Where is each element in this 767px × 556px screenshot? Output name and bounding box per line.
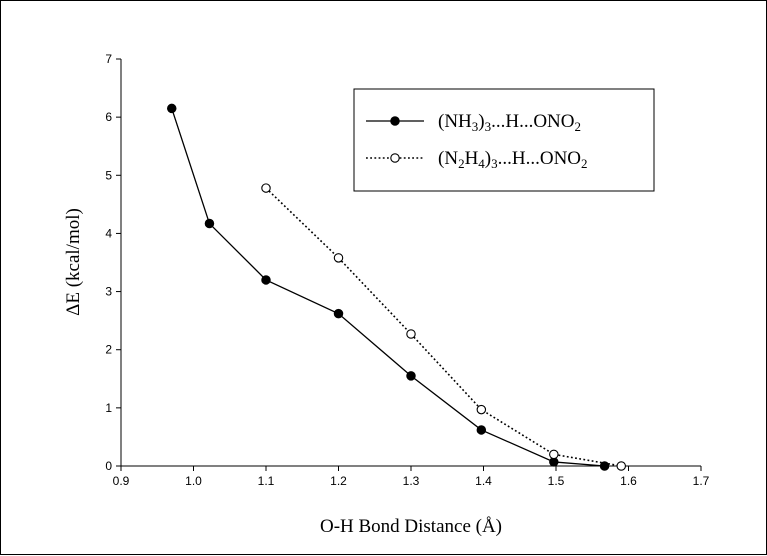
y-tick-label: 4 <box>105 226 112 240</box>
x-tick-label: 0.9 <box>113 474 130 488</box>
series-1-point <box>167 103 177 114</box>
series-1-point <box>406 371 416 381</box>
axes: 0.9 1.0 1.1 1.2 1.3 1.4 1.5 1.6 1.7 0 1 2 3 4 5 6 7 <box>105 52 709 488</box>
y-axis-title: ΔE (kcal/mol) <box>63 208 84 316</box>
series-1-line <box>171 108 605 467</box>
x-tick-label: 1.4 <box>475 474 492 488</box>
series-2-point <box>333 253 344 263</box>
series-1-point <box>204 218 215 229</box>
series-2-point <box>616 461 626 471</box>
x-tick-label: 1.2 <box>330 474 347 488</box>
legend-marker-2 <box>390 153 400 163</box>
y-tick-label: 1 <box>105 401 112 415</box>
series-1-point <box>599 461 610 471</box>
legend-label-1: (NH3)3...H...ONO2 <box>438 111 581 134</box>
x-tick-label: 1.7 <box>693 474 710 488</box>
series-2-point <box>406 329 416 339</box>
x-tick-label: 1.0 <box>185 474 202 488</box>
series-1-point <box>333 308 344 319</box>
legend-label-2: (N2H4)3...H...ONO2 <box>438 148 588 171</box>
series-2-point <box>476 404 487 415</box>
x-tick-label: 1.1 <box>258 474 275 488</box>
y-tick-label: 5 <box>105 168 112 182</box>
legend-box <box>353 88 655 192</box>
y-tick-label: 2 <box>105 343 112 357</box>
y-tick-label: 0 <box>105 459 112 473</box>
y-tick-label: 3 <box>105 285 112 299</box>
series-2-point <box>549 449 559 460</box>
series-2-line <box>265 187 622 467</box>
series-2-point <box>261 183 271 193</box>
x-tick-label: 1.3 <box>403 474 420 488</box>
y-tick-label: 6 <box>105 110 112 124</box>
y-tick-label: 7 <box>105 52 112 66</box>
series-1-point <box>261 275 271 285</box>
series-layer <box>167 103 626 471</box>
series-1-point <box>476 425 487 435</box>
legend: (NH3)3...H...ONO2 (N2H4)3...H...ONO2 <box>353 88 655 192</box>
x-tick-label: 1.6 <box>620 474 637 488</box>
x-tick-label: 1.5 <box>548 474 565 488</box>
legend-marker-1 <box>390 116 400 126</box>
x-axis-title: O-H Bond Distance (Å) <box>320 516 502 537</box>
